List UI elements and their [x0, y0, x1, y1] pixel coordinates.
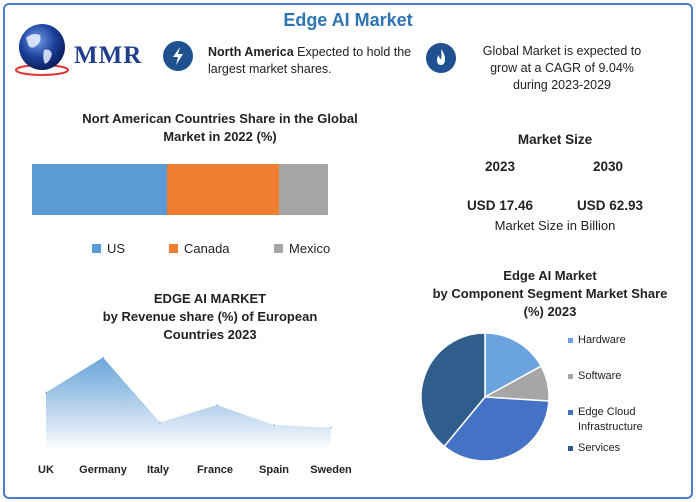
market-size-title: Market Size	[517, 132, 593, 147]
x-tick-spain: Spain	[259, 464, 289, 476]
market-size-unit: Market Size in Billion	[494, 218, 616, 233]
logo: MMR	[12, 20, 147, 80]
x-tick-sweden: Sweden	[310, 464, 352, 476]
x-tick-germany: Germany	[79, 464, 127, 476]
pie-legend-label-edge-cloud: Edge Cloud Infrastructure	[578, 406, 643, 433]
stacked-segment-canada	[166, 164, 279, 215]
north-america-text: Expected to hold the largest market shar…	[208, 45, 412, 76]
stacked-chart-title: Nort American Countries Share in the Glo…	[60, 110, 380, 146]
pie-title-line-3: (%) 2023	[523, 304, 577, 319]
x-tick-france: France	[196, 464, 234, 476]
legend-label-us: US	[107, 241, 126, 256]
stacked-title-line-2: Market in 2022 (%)	[163, 129, 277, 144]
pie-legend-swatch-edge-cloud	[568, 410, 573, 415]
pie-legend-swatch-software	[568, 374, 573, 379]
pie-title-line-2: by Component Segment Market Share	[432, 286, 668, 301]
market-size-year-2023: 2023	[484, 159, 516, 174]
north-america-info: North America Expected to hold the large…	[208, 44, 418, 78]
lightning-icon	[163, 41, 193, 71]
market-size-value-2030: USD 62.93	[576, 198, 644, 213]
globe-icon	[15, 24, 69, 76]
flame-icon	[426, 43, 456, 73]
north-america-bold: North America	[208, 45, 294, 59]
legend-item-mexico: Mexico	[274, 241, 330, 256]
logo-text: MMR	[74, 42, 143, 69]
legend-swatch-canada	[169, 244, 178, 253]
pie-chart-title: Edge AI Market by Component Segment Mark…	[420, 267, 680, 321]
pie-legend-label-hardware: Hardware	[578, 334, 626, 346]
legend-item-canada: Canada	[169, 241, 230, 256]
pie-legend-software: Software	[568, 369, 621, 384]
x-tick-uk: UK	[38, 464, 54, 476]
area-title-line-2: by Revenue share (%) of European	[102, 309, 318, 324]
pie-legend-swatch-hardware	[568, 338, 573, 343]
legend-label-mexico: Mexico	[289, 241, 331, 256]
pie-legend-edge-cloud: Edge Cloud Infrastructure	[568, 405, 658, 435]
cagr-line-3: during 2023-2029	[513, 78, 611, 92]
area-title-line-1: EDGE AI MARKET	[153, 291, 267, 306]
pie-title-line-1: Edge AI Market	[503, 268, 597, 283]
area-title-line-3: Countries 2023	[163, 327, 257, 342]
cagr-line-1: Global Market is expected to	[482, 44, 642, 58]
pie-legend-services: Services	[568, 441, 620, 456]
market-size-year-2030: 2030	[592, 159, 624, 174]
legend-label-canada: Canada	[184, 241, 230, 256]
area-chart-title: EDGE AI MARKET by Revenue share (%) of E…	[60, 290, 360, 344]
stacked-bar	[32, 164, 328, 215]
stacked-segment-us	[32, 164, 167, 215]
stacked-title-line-1: Nort American Countries Share in the Glo…	[82, 111, 358, 126]
market-size-value-2023: USD 17.46	[466, 198, 534, 213]
pie-legend-hardware: Hardware	[568, 333, 626, 348]
stacked-segment-mexico	[278, 164, 328, 215]
cagr-info: Global Market is expected to grow at a C…	[462, 43, 662, 94]
cagr-line-2: grow at a CAGR of 9.04%	[490, 61, 634, 75]
x-tick-italy: Italy	[146, 464, 170, 476]
outer-frame	[3, 3, 693, 499]
legend-item-us: US	[92, 241, 125, 256]
pie-legend-swatch-services	[568, 446, 573, 451]
pie-legend-label-software: Software	[578, 370, 622, 382]
page-title: Edge AI Market	[283, 10, 413, 30]
legend-swatch-mexico	[274, 244, 283, 253]
pie-legend-label-services: Services	[578, 442, 621, 454]
legend-swatch-us	[92, 244, 101, 253]
